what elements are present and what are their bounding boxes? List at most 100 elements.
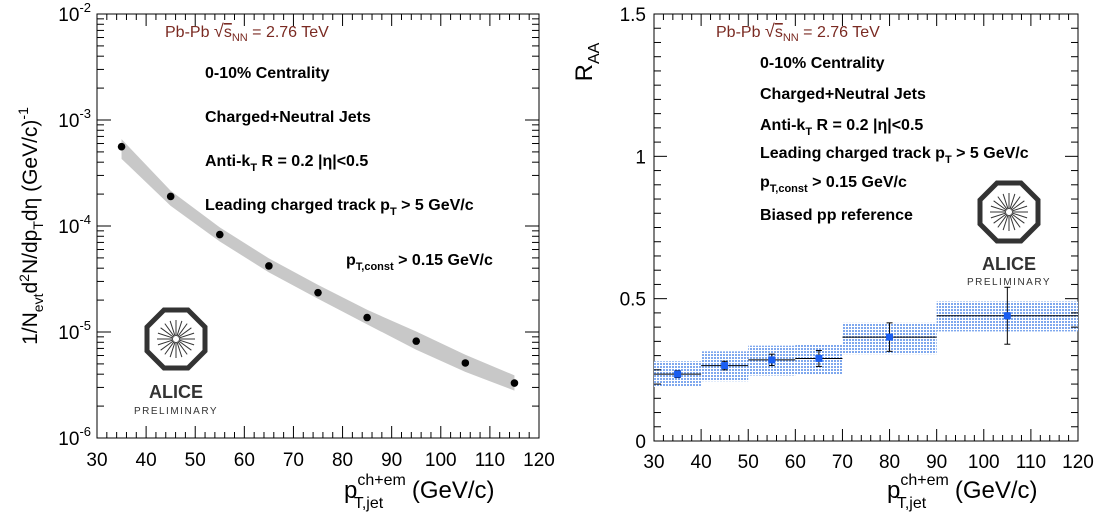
centrality-label: 0-10% Centrality bbox=[205, 65, 330, 82]
logo-ray bbox=[1009, 214, 1016, 231]
x-tick-label: 110 bbox=[475, 450, 505, 471]
x-tick-label: 100 bbox=[968, 452, 1000, 473]
x-tick-label: 80 bbox=[879, 452, 900, 473]
x-tick-label: 120 bbox=[523, 450, 555, 471]
data-point bbox=[1003, 312, 1011, 320]
y-axis-ticks: 10-6 10-5 10-4 10-3 10-2 bbox=[58, 0, 539, 450]
logo-ray bbox=[1010, 214, 1021, 228]
logo-ray bbox=[1011, 213, 1025, 224]
logo-ray bbox=[164, 323, 175, 337]
logo-ray bbox=[997, 214, 1008, 228]
const-label: pT,const > 0.15 GeV/c bbox=[760, 174, 907, 195]
jets-label: Charged+Neutral Jets bbox=[760, 86, 926, 103]
x-tick-label: 70 bbox=[283, 450, 304, 471]
data-point bbox=[815, 354, 823, 362]
y-axis-label: RAA bbox=[571, 42, 603, 81]
logo-ray bbox=[178, 339, 195, 346]
x-tick-label: 70 bbox=[832, 452, 853, 473]
logo-ray bbox=[178, 340, 192, 351]
x-tick-label: 50 bbox=[738, 452, 759, 473]
data-point bbox=[510, 379, 519, 387]
leading-track-label: Leading charged track pT > 5 GeV/c bbox=[205, 197, 474, 218]
x-tick-label: 30 bbox=[86, 450, 107, 471]
jets-label: Charged+Neutral Jets bbox=[205, 109, 371, 126]
data-point bbox=[674, 370, 682, 378]
logo-ray bbox=[169, 320, 176, 337]
reference-label: Biased pp reference bbox=[760, 207, 913, 224]
y-tick-label: 10-2 bbox=[58, 0, 91, 26]
data-point bbox=[768, 356, 776, 364]
alice-logo: ALICE PRELIMINARY bbox=[967, 180, 1051, 288]
spectrum-points bbox=[117, 142, 519, 387]
logo-ray bbox=[993, 213, 1007, 224]
logo-ray bbox=[169, 341, 176, 358]
x-tick-label: 100 bbox=[425, 450, 457, 471]
y-axis-label: 1/Nevtd2N/dpTdη (GeV/c)-1 bbox=[15, 107, 46, 345]
logo-ray bbox=[177, 341, 188, 355]
raa-panel: 30 40 50 60 70 80 90 100 110 120 0 0.5 1 1.5 Pb-Pb √… bbox=[571, 5, 1094, 512]
logo-ray bbox=[157, 339, 174, 346]
raa-points bbox=[654, 286, 1078, 379]
data-point bbox=[314, 288, 322, 297]
x-tick-label: 60 bbox=[234, 450, 255, 471]
alice-logo: ALICE PRELIMINARY bbox=[134, 307, 218, 417]
y-tick-label: 0 bbox=[635, 432, 646, 453]
x-tick-label: 50 bbox=[185, 450, 206, 471]
centrality-label: 0-10% Centrality bbox=[760, 55, 885, 72]
systematic-boxes bbox=[654, 301, 1078, 387]
x-tick-label: 120 bbox=[1062, 452, 1094, 473]
logo-ray bbox=[178, 332, 195, 339]
logo-ray bbox=[1011, 205, 1028, 212]
logo-subtext: PRELIMINARY bbox=[134, 406, 218, 417]
x-axis-ticks: 30 40 50 60 70 80 90 100 110 120 bbox=[643, 14, 1094, 473]
logo-ray bbox=[1011, 212, 1028, 219]
x-axis-ticks: 30 40 50 60 70 80 90 100 110 120 bbox=[86, 14, 555, 471]
antikt-label: Anti-kT R = 0.2 |η|<0.5 bbox=[760, 117, 923, 138]
antikt-label: Anti-kT R = 0.2 |η|<0.5 bbox=[205, 153, 368, 174]
logo-text: ALICE bbox=[982, 254, 1036, 274]
y-tick-label: 1.5 bbox=[620, 5, 646, 26]
y-tick-label: 10-4 bbox=[58, 212, 91, 238]
logo-ray bbox=[176, 341, 183, 358]
logo-ray bbox=[157, 332, 174, 339]
logo-ray bbox=[176, 320, 183, 337]
logo-ray bbox=[1009, 193, 1016, 210]
logo-ray bbox=[160, 340, 174, 351]
collision-label: Pb-Pb √sNN = 2.76 TeV bbox=[716, 21, 880, 44]
x-tick-label: 90 bbox=[381, 450, 402, 471]
data-point bbox=[166, 192, 175, 201]
x-tick-label: 110 bbox=[1016, 452, 1046, 473]
data-point bbox=[412, 337, 421, 345]
logo-ray bbox=[1010, 196, 1021, 210]
y-tick-label: 10-3 bbox=[58, 106, 91, 132]
y-tick-label: 1 bbox=[635, 147, 646, 168]
logo-ray bbox=[990, 212, 1007, 219]
data-point bbox=[886, 333, 894, 341]
x-axis-label: pch+em T,jet (GeV/c) bbox=[887, 472, 1038, 512]
y-tick-label: 10-6 bbox=[58, 424, 91, 450]
data-point bbox=[265, 262, 273, 270]
const-label: pT,const > 0.15 GeV/c bbox=[346, 252, 493, 273]
collision-label: Pb-Pb √sNN = 2.76 TeV bbox=[165, 21, 329, 44]
logo-ray bbox=[990, 205, 1007, 212]
band-area bbox=[121, 139, 515, 391]
x-axis-label: pch+em T,jet (GeV/c) bbox=[344, 472, 495, 512]
x-tick-label: 90 bbox=[926, 452, 947, 473]
spectrum-panel: 30 40 50 60 70 80 90 100 110 120 10-6 10-5 10-4 10-3… bbox=[15, 0, 555, 512]
data-point bbox=[117, 142, 126, 151]
logo-ray bbox=[177, 323, 188, 337]
data-point bbox=[461, 359, 470, 367]
logo-ray bbox=[1002, 193, 1009, 210]
y-axis-ticks: 0 0.5 1 1.5 bbox=[620, 5, 1078, 453]
logo-ray bbox=[1002, 214, 1009, 231]
logo-ray bbox=[993, 200, 1007, 211]
data-point bbox=[721, 362, 729, 370]
data-point bbox=[215, 230, 224, 239]
logo-ray bbox=[164, 341, 175, 355]
leading-track-label: Leading charged track pT > 5 GeV/c bbox=[760, 145, 1029, 166]
y-tick-label: 0.5 bbox=[620, 290, 646, 311]
logo-subtext: PRELIMINARY bbox=[967, 277, 1051, 288]
logo-ray bbox=[160, 327, 174, 338]
x-tick-label: 60 bbox=[785, 452, 806, 473]
